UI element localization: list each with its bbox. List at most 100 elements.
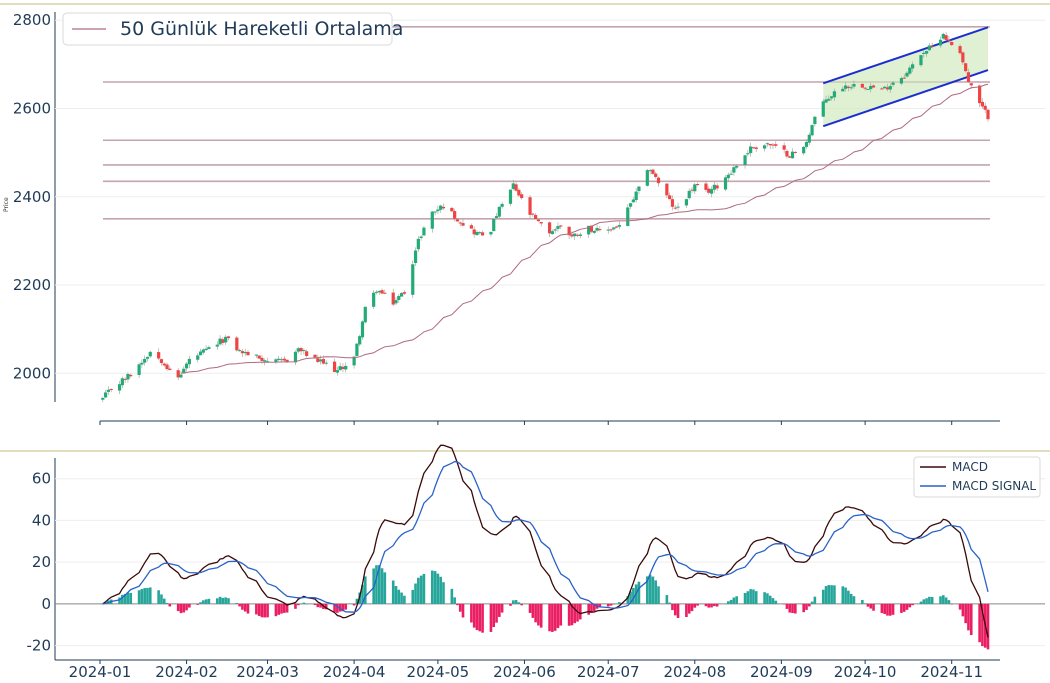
macd-histogram-bar <box>847 590 850 604</box>
candle <box>654 173 658 177</box>
candle <box>849 87 853 89</box>
macd-histogram-bar <box>500 603 504 613</box>
candle <box>547 222 552 234</box>
macd-histogram-bar <box>302 602 306 604</box>
candle <box>106 389 110 392</box>
candle <box>143 358 147 363</box>
macd-histogram-bar <box>964 603 967 624</box>
macd-histogram-bar <box>355 598 359 604</box>
macd-histogram-bar <box>344 603 348 610</box>
candle <box>695 184 700 186</box>
candle <box>693 184 697 192</box>
candle <box>774 144 778 146</box>
candle <box>553 229 557 231</box>
candle <box>905 72 909 77</box>
candle <box>511 183 515 189</box>
macd-histogram-bar <box>260 603 264 618</box>
x-tick-label: 2024-01 <box>69 663 132 681</box>
candle <box>598 229 602 231</box>
macd-histogram-bar <box>671 603 674 611</box>
macd-histogram-bar <box>207 598 211 604</box>
candle <box>475 232 479 236</box>
macd-tick-label: 60 <box>32 470 51 488</box>
candle <box>126 373 130 380</box>
candle <box>358 336 362 345</box>
candle <box>129 374 133 377</box>
macd-histogram-bar <box>397 589 401 604</box>
candle <box>430 211 434 229</box>
macd-histogram-bar <box>654 580 657 604</box>
candle <box>162 363 166 366</box>
candle <box>422 227 426 236</box>
candle <box>282 358 286 361</box>
macd-histogram-bar <box>763 592 766 604</box>
macd-histogram-bar <box>746 591 750 604</box>
macd-histogram-bar <box>422 573 426 604</box>
candle <box>743 155 747 165</box>
macd-histogram-bar <box>363 576 367 604</box>
candle <box>570 234 574 237</box>
macd-histogram-bar <box>199 602 202 604</box>
macd-histogram-bar <box>383 572 387 604</box>
candle <box>539 222 543 224</box>
candle <box>790 151 795 159</box>
macd-histogram-bar <box>590 603 593 613</box>
candle <box>508 189 513 204</box>
price-axis-label: Price <box>3 197 10 212</box>
macd-histogram-bar <box>766 593 769 604</box>
candle <box>201 349 205 353</box>
macd-histogram-bar <box>148 587 152 604</box>
macd-histogram-bar <box>888 603 892 616</box>
candle <box>911 64 915 69</box>
macd-histogram-bar <box>472 603 476 628</box>
candle <box>109 388 113 390</box>
macd-histogram-bar <box>143 588 146 604</box>
candle <box>958 46 962 54</box>
candle <box>754 147 758 149</box>
candle <box>866 88 870 90</box>
macd-histogram-bar <box>788 603 792 613</box>
macd-histogram-bar <box>514 600 518 604</box>
candle <box>341 366 345 370</box>
candle <box>938 39 943 46</box>
macd-legend: MACD MACD SIGNAL <box>913 456 1041 498</box>
macd-histogram-bar <box>715 603 719 607</box>
macd-histogram-bar <box>160 594 163 604</box>
macd-histogram-bar <box>939 596 942 604</box>
ma-legend-label: 50 Günlük Hareketli Ortalama <box>120 18 403 40</box>
macd-histogram-bar <box>433 571 437 604</box>
macd-histogram-bar <box>442 582 445 604</box>
candle <box>575 234 580 236</box>
macd-histogram-bar <box>492 603 496 628</box>
macd-tick-label: 0 <box>41 595 51 613</box>
candle <box>238 350 242 352</box>
macd-histogram-bar <box>967 603 970 631</box>
macd-histogram-bar <box>729 599 733 604</box>
macd-histogram-bar <box>830 585 833 604</box>
macd-histogram-bar <box>791 603 794 614</box>
candle <box>123 378 127 380</box>
macd-histogram-bar <box>495 603 498 623</box>
macd-histogram-bar <box>587 603 590 615</box>
macd-histogram-bar <box>707 603 711 608</box>
macd-histogram-bar <box>227 598 230 604</box>
macd-histogram-bar <box>947 600 951 604</box>
signal-legend-label: MACD SIGNAL <box>952 479 1036 493</box>
candle <box>729 173 733 175</box>
macd-histogram-bar <box>785 603 789 609</box>
candle <box>869 85 873 90</box>
price-legend: 50 Günlük Hareketli Ortalama <box>62 12 403 46</box>
macd-histogram-bar <box>461 603 465 618</box>
macd-histogram-bar <box>905 603 909 610</box>
macd-histogram-bar <box>411 589 415 604</box>
candle <box>120 378 124 386</box>
macd-histogram-bar <box>263 603 267 618</box>
candle <box>394 300 398 304</box>
macd-histogram-bar <box>657 586 660 604</box>
macd-histogram-bar <box>579 603 582 620</box>
macd-histogram-bar <box>391 580 395 604</box>
macd-histogram-bar <box>629 591 632 604</box>
macd-histogram-bar <box>891 603 895 615</box>
macd-histogram-bar <box>732 597 736 604</box>
macd-histogram-bar <box>880 603 884 614</box>
